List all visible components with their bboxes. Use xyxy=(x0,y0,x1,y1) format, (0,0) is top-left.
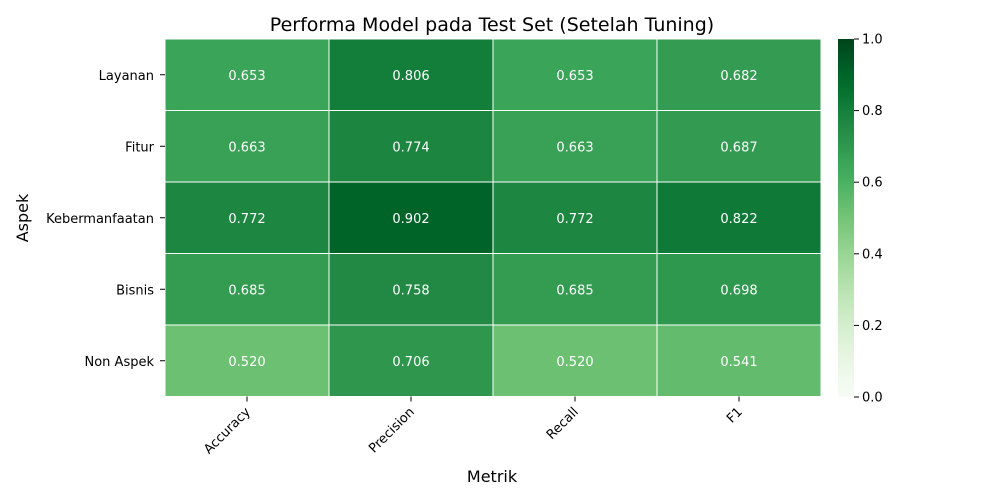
cell-value-label: 0.758 xyxy=(392,283,429,298)
x-tick-label: Precision xyxy=(366,405,418,457)
y-tick-label: Non Aspek xyxy=(85,355,155,370)
cell-value-label: 0.685 xyxy=(556,283,593,298)
heatmap-cell xyxy=(328,181,494,254)
cell-value-label: 0.685 xyxy=(228,283,265,298)
chart-title: Performa Model pada Test Set (Setelah Tu… xyxy=(270,14,714,36)
y-tick-label: Kebermanfaatan xyxy=(46,212,154,227)
heatmap-cell xyxy=(328,253,494,326)
colorbar: 0.0 0.2 0.4 0.6 0.8 1.0 xyxy=(838,33,883,406)
colorbar-tick-label: 1.0 xyxy=(862,33,883,48)
x-tick-label: F1 xyxy=(724,405,746,427)
cell-value-label: 0.774 xyxy=(392,140,429,155)
cell-value-label: 0.822 xyxy=(720,212,757,227)
cell-value-label: 0.687 xyxy=(720,140,757,155)
heatmap-cell xyxy=(328,38,494,111)
cell-value-label: 0.541 xyxy=(720,355,757,370)
heatmap-cells xyxy=(164,38,822,397)
x-tick-label: Recall xyxy=(544,405,582,443)
cell-value-label: 0.682 xyxy=(720,69,757,84)
colorbar-tick-label: 0.8 xyxy=(862,104,883,119)
heatmap-cell xyxy=(656,38,822,111)
cell-value-label: 0.772 xyxy=(556,212,593,227)
cell-value-label: 0.772 xyxy=(228,212,265,227)
cell-value-label: 0.520 xyxy=(556,355,593,370)
y-tick-label: Layanan xyxy=(99,69,154,84)
heatmap-cell xyxy=(164,324,330,397)
x-tick-label: Accuracy xyxy=(201,405,254,458)
cell-value-label: 0.902 xyxy=(392,212,429,227)
colorbar-tick-label: 0.2 xyxy=(862,319,883,334)
colorbar-gradient xyxy=(838,39,854,397)
y-tick-label: Bisnis xyxy=(116,283,154,298)
heatmap-cell xyxy=(656,324,822,397)
heatmap-cell xyxy=(328,110,494,183)
heatmap-cell xyxy=(164,38,330,111)
x-axis-label: Metrik xyxy=(467,467,518,486)
heatmap-cell xyxy=(492,38,658,111)
y-tick-labels: Layanan Fitur Kebermanfaatan Bisnis Non Aspe… xyxy=(46,69,165,370)
heatmap-cell xyxy=(328,324,494,397)
heatmap-cell xyxy=(492,324,658,397)
heatmap-cell xyxy=(656,110,822,183)
colorbar-tick-label: 0.4 xyxy=(862,247,883,262)
cell-value-label: 0.663 xyxy=(556,140,593,155)
heatmap-cell xyxy=(656,253,822,326)
cell-value-label: 0.698 xyxy=(720,283,757,298)
cell-value-label: 0.806 xyxy=(392,69,429,84)
cell-value-label: 0.653 xyxy=(556,69,593,84)
heatmap-cell xyxy=(164,253,330,326)
cell-value-label: 0.663 xyxy=(228,140,265,155)
heatmap-cell xyxy=(492,253,658,326)
cell-value-label: 0.706 xyxy=(392,355,429,370)
colorbar-tick-label: 0.0 xyxy=(862,391,883,406)
cell-value-labels: 0.653 0.806 0.653 0.682 0.663 0.774 0.663 0.687… xyxy=(228,69,757,370)
y-tick-label: Fitur xyxy=(125,140,154,155)
colorbar-tick-label: 0.6 xyxy=(862,176,883,191)
cell-value-label: 0.520 xyxy=(228,355,265,370)
x-tick-labels: Accuracy Precision Recall F1 xyxy=(201,396,746,458)
heatmap-cell xyxy=(656,181,822,254)
y-axis-label: Aspek xyxy=(13,193,32,242)
cell-value-label: 0.653 xyxy=(228,69,265,84)
heatmap-cell xyxy=(164,110,330,183)
